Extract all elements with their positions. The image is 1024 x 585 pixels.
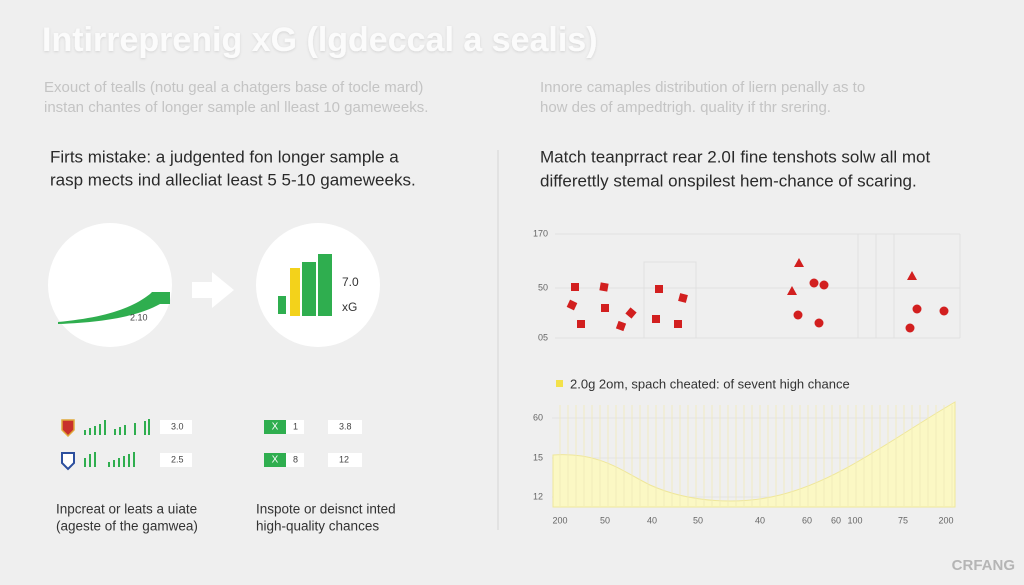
y-tick-label: 60 bbox=[533, 412, 543, 422]
area-hatch bbox=[559, 405, 953, 506]
arrow bbox=[192, 272, 234, 308]
illustration-circle bbox=[48, 223, 172, 347]
legend-swatch bbox=[556, 380, 563, 387]
x-badge bbox=[264, 420, 286, 434]
bar-icon bbox=[302, 262, 316, 316]
value-text: 1 bbox=[293, 421, 298, 431]
y-tick-label: 170 bbox=[533, 228, 548, 238]
mini-bars bbox=[84, 419, 150, 467]
value-box bbox=[328, 453, 362, 467]
bar-icon bbox=[290, 268, 300, 316]
subtitle-line: instan chantes of longer sample anl llea… bbox=[44, 99, 428, 116]
value-text: 2.5 bbox=[171, 454, 184, 464]
x-tick-label: 60 bbox=[802, 515, 812, 525]
team-badge bbox=[61, 452, 75, 471]
caption: Inpcreat or leats a uiate bbox=[56, 502, 197, 517]
circle-unit: xG bbox=[342, 300, 357, 314]
subtitle-line: Innore camaples distribution of liern pe… bbox=[540, 79, 865, 96]
x-tick-label: 40 bbox=[647, 515, 657, 525]
x-tick-label: 60 bbox=[831, 515, 841, 525]
ramp-label: 2.10 bbox=[130, 312, 148, 322]
y-tick-label: 12 bbox=[533, 491, 543, 501]
x-badge-text: X bbox=[272, 422, 279, 433]
watermark: CRFANG bbox=[952, 557, 1015, 574]
section-heading: rasp mects ind allecliat least 5 5-10 ga… bbox=[50, 170, 416, 189]
section-heading: Firts mistake: a judgented fon longer sa… bbox=[50, 147, 399, 166]
section-heading: Match teanprract rear 2.0I fine tenshots… bbox=[540, 147, 931, 166]
value-box bbox=[286, 420, 304, 434]
caption: high-quality chances bbox=[256, 519, 379, 534]
value-text: 8 bbox=[293, 454, 298, 464]
caption: Inspote or deisnct inted bbox=[256, 502, 396, 517]
x-tick-label: 200 bbox=[552, 515, 567, 525]
caption: (ageste of the gamwea) bbox=[56, 519, 198, 534]
x-tick-label: 100 bbox=[847, 515, 862, 525]
ramp-shape bbox=[58, 292, 170, 324]
x-badge bbox=[264, 453, 286, 467]
subtitle-line: Exouct of tealls (notu geal a chatgers b… bbox=[44, 79, 423, 96]
x-tick-label: 75 bbox=[898, 515, 908, 525]
x-tick-label: 50 bbox=[600, 515, 610, 525]
value-box bbox=[328, 420, 362, 434]
value-box bbox=[286, 453, 304, 467]
team-badge bbox=[61, 419, 75, 438]
value-text: 3.8 bbox=[339, 421, 352, 431]
bar-icon bbox=[318, 254, 332, 316]
scatter-markers bbox=[566, 258, 949, 333]
value-box bbox=[160, 453, 192, 467]
y-tick-label: 15 bbox=[533, 452, 543, 462]
y-tick-label: 05 bbox=[538, 332, 548, 342]
x-tick-label: 50 bbox=[693, 515, 703, 525]
subtitle-line: how des of ampedtrigh. quality if thr sr… bbox=[540, 99, 831, 116]
legend-label: 2.0g 2om, spach cheated: of sevent high … bbox=[570, 376, 850, 391]
x-tick-label: 200 bbox=[938, 515, 953, 525]
circle-value: 7.0 bbox=[342, 275, 359, 289]
y-tick-label: 50 bbox=[538, 282, 548, 292]
bar-icon bbox=[278, 296, 286, 314]
value-text: 12 bbox=[339, 454, 349, 464]
page-title: Intirreprenig xG (lgdeccal a sealis) bbox=[42, 21, 598, 59]
area-shape bbox=[552, 401, 956, 508]
scatter-grid bbox=[555, 233, 961, 339]
section-heading: differettly stemal onspilest hem-chance … bbox=[540, 171, 917, 190]
x-tick-label: 40 bbox=[755, 515, 765, 525]
value-text: 3.0 bbox=[171, 421, 184, 431]
x-badge-text: X bbox=[272, 455, 279, 466]
value-box bbox=[160, 420, 192, 434]
